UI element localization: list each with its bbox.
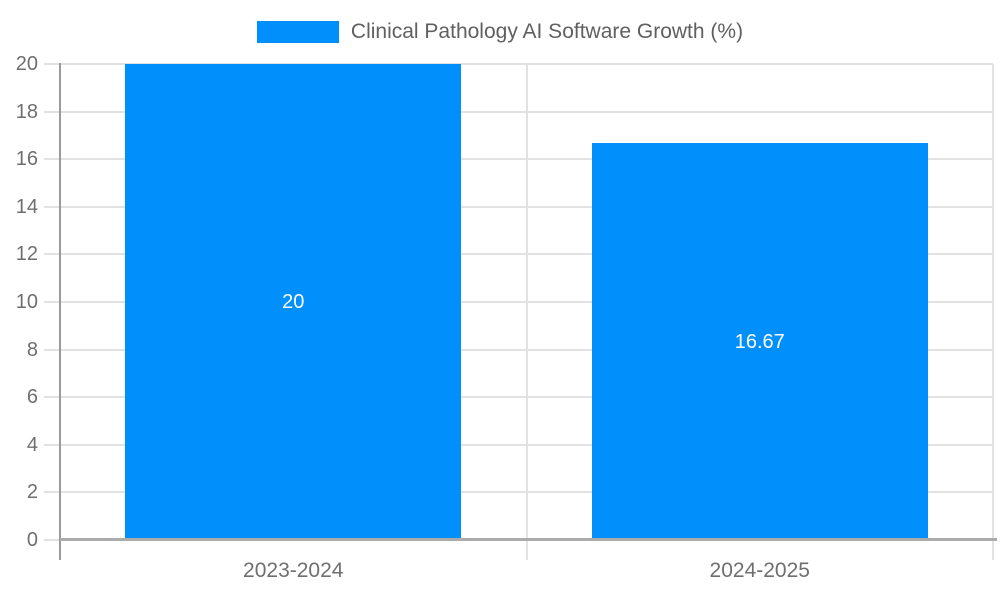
y-tick [44, 348, 60, 351]
y-tick-label: 8 [26, 338, 38, 361]
x-category-label: 2023-2024 [243, 559, 344, 582]
y-tick-label: 2 [26, 481, 38, 504]
y-tick-label: 18 [15, 100, 38, 123]
y-tick-label: 6 [26, 386, 38, 409]
y-tick [44, 253, 60, 256]
legend: Clinical Pathology AI Software Growth (%… [0, 21, 1000, 43]
legend-swatch [256, 21, 339, 43]
y-tick [44, 158, 60, 161]
y-tick-label: 12 [15, 243, 38, 266]
x-category-label: 2024-2025 [709, 559, 810, 582]
y-tick-label: 0 [26, 529, 38, 551]
x-axis-line [60, 538, 997, 541]
y-tick [44, 205, 60, 208]
y-tick [44, 443, 60, 446]
y-tick [44, 110, 60, 113]
y-tick-label: 4 [26, 433, 38, 456]
x-boundary-gridline [992, 64, 994, 560]
y-tick [44, 63, 60, 65]
y-tick [44, 491, 60, 494]
bar [591, 143, 928, 540]
y-tick [44, 301, 60, 303]
x-boundary-gridline [525, 64, 528, 560]
legend-label: Clinical Pathology AI Software Growth (%… [350, 20, 744, 43]
bar-value-label: 20 [282, 291, 305, 313]
y-tick-label: 10 [15, 291, 38, 313]
y-tick-label: 16 [15, 148, 38, 171]
y-axis-line [59, 63, 61, 560]
bar-value-label: 16.67 [734, 330, 785, 353]
y-tick-label: 14 [15, 195, 38, 218]
bar [125, 64, 462, 540]
y-tick [44, 539, 60, 541]
y-tick [44, 396, 60, 399]
y-tick-label: 20 [15, 53, 38, 75]
